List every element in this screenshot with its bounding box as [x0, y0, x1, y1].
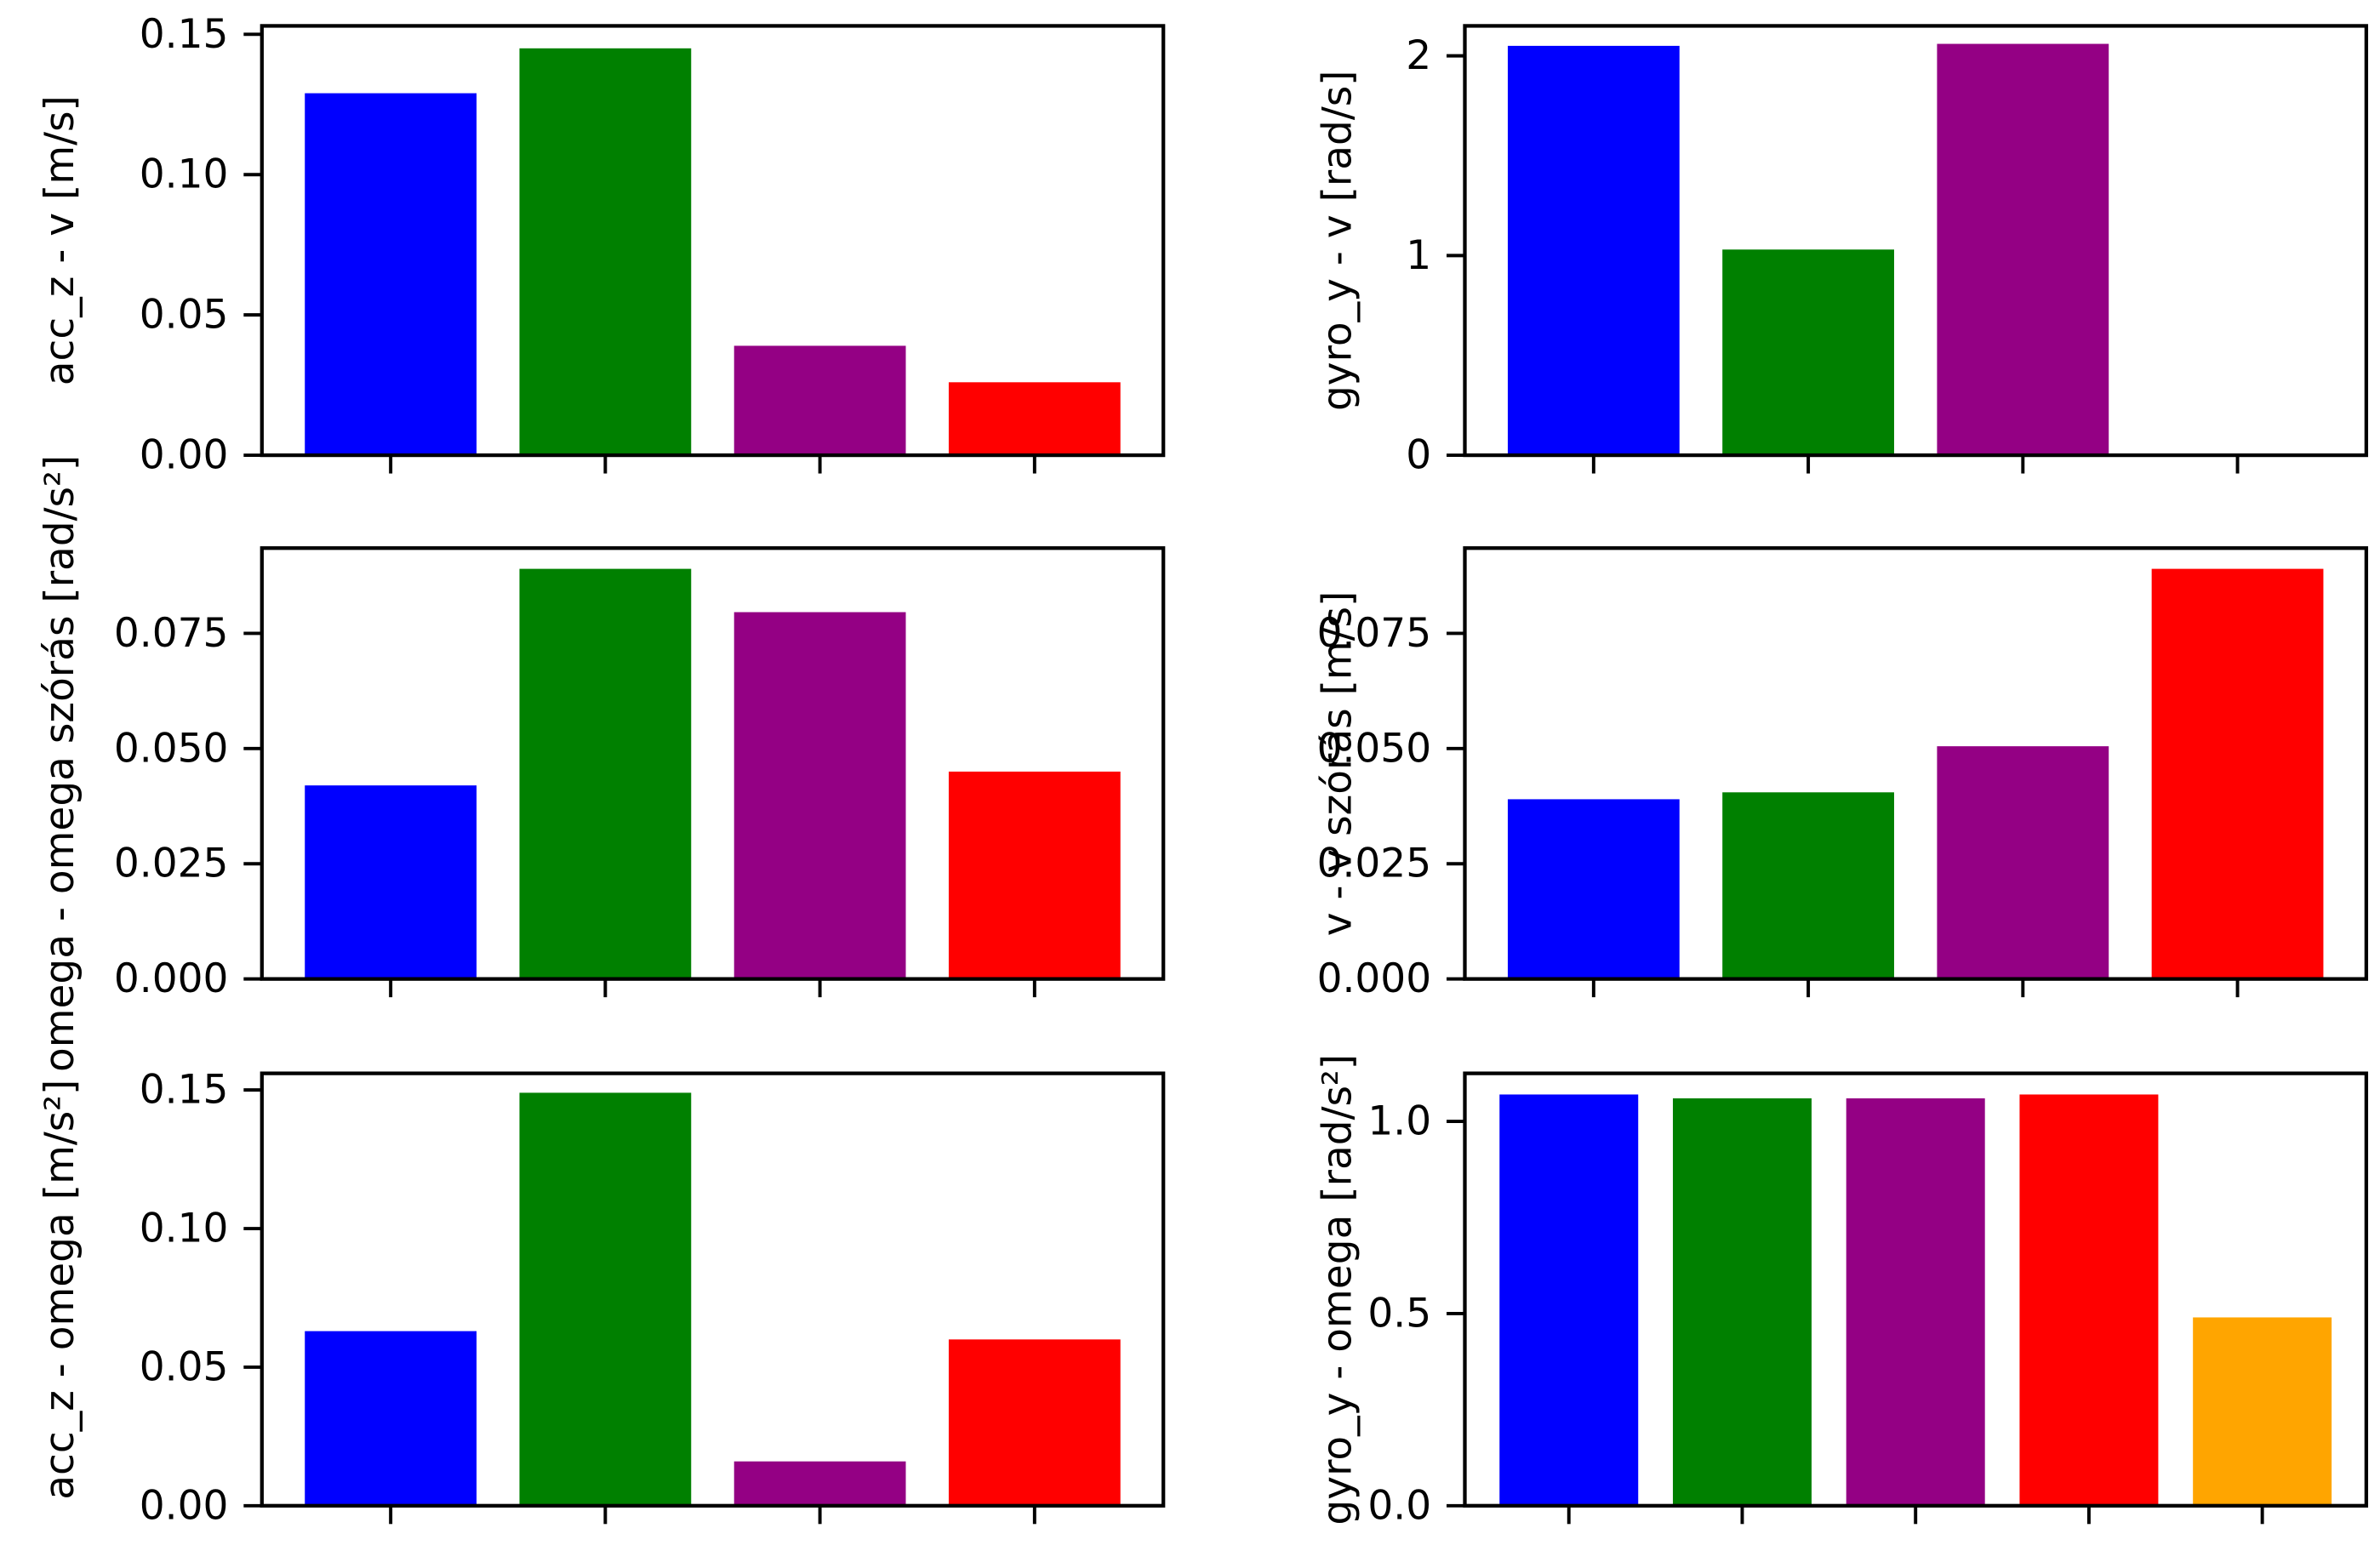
bar — [1499, 1094, 1639, 1506]
bar — [2019, 1094, 2159, 1506]
y-tick-label: 0.0 — [1367, 1482, 1431, 1529]
y-axis-label: gyro_y - omega [rad/s²] — [1314, 1054, 1361, 1525]
y-tick-label: 0.025 — [1317, 841, 1432, 887]
y-axis-label: gyro_y - v [rad/s] — [1314, 70, 1361, 411]
bar — [1937, 746, 2109, 979]
bar — [948, 1339, 1121, 1506]
bar — [519, 568, 692, 979]
chart-2: 0 1 2 gyro_y - v [rad/s] — [1314, 24, 2369, 479]
axes-frame — [260, 1071, 1166, 1508]
y-axis-label: acc_z - v [m/s] — [37, 95, 83, 385]
bar — [733, 612, 906, 979]
y-tick-label: 0.10 — [140, 1206, 229, 1252]
y-axis-label: omega - omega szórás [rad/s²] — [37, 455, 83, 1072]
axes-frame — [260, 24, 1166, 458]
y-tick-label: 0.00 — [140, 1482, 229, 1529]
bar — [1846, 1098, 1985, 1506]
bar — [948, 382, 1121, 456]
bar — [2193, 1317, 2332, 1506]
y-tick-label: 0.00 — [140, 432, 229, 479]
y-tick-label: 0 — [1406, 432, 1431, 479]
y-tick-label: 0.075 — [114, 610, 229, 657]
y-axis-label: acc_z - omega [m/s²] — [37, 1080, 83, 1500]
bar — [733, 345, 906, 456]
bar — [2151, 568, 2324, 979]
y-tick-label: 0.10 — [140, 151, 229, 198]
y-tick-label: 0.025 — [114, 841, 229, 887]
bar — [519, 1092, 692, 1506]
y-tick-label: 0.15 — [140, 11, 229, 58]
y-tick-label: 0.050 — [114, 725, 229, 772]
y-tick-label: 1.0 — [1367, 1098, 1431, 1145]
bar — [1937, 43, 2109, 456]
axes-frame — [1463, 546, 2369, 981]
y-tick-label: 0.5 — [1367, 1290, 1431, 1337]
y-tick-label: 0.000 — [1317, 955, 1432, 1002]
bar — [305, 1331, 477, 1506]
axes-frame — [1463, 24, 2369, 458]
bar — [1722, 792, 1894, 979]
bar — [519, 48, 692, 456]
y-tick-label: 1 — [1406, 232, 1431, 279]
y-tick-label: 0.05 — [140, 292, 229, 339]
bar — [1507, 799, 1680, 979]
bar — [1722, 249, 1894, 456]
bar — [948, 771, 1121, 979]
y-tick-label: 0.000 — [114, 955, 229, 1002]
y-tick-label: 0.15 — [140, 1067, 229, 1114]
chart-3: 0.000 0.025 0.050 0.075 omega - omega szórás… — [37, 455, 1166, 1072]
bar — [1507, 45, 1680, 456]
bar — [305, 785, 477, 979]
chart-5: 0.00 0.05 0.10 0.15 acc_z - omega [m/s²] — [37, 1067, 1166, 1529]
y-tick-label: 2 — [1406, 32, 1431, 79]
bar — [733, 1461, 906, 1506]
y-tick-label: 0.075 — [1317, 610, 1432, 657]
y-tick-label: 0.05 — [140, 1343, 229, 1390]
bar — [305, 93, 477, 456]
y-tick-label: 0.050 — [1317, 725, 1432, 772]
y-axis-label: v - v szórás [m/s] — [1314, 591, 1361, 937]
chart-1: 0.00 0.05 0.10 0.15 acc_z - v [m/s] — [37, 11, 1166, 479]
bar — [1672, 1098, 1812, 1506]
axes-frame — [1463, 1071, 2369, 1508]
axes-frame — [260, 546, 1166, 981]
